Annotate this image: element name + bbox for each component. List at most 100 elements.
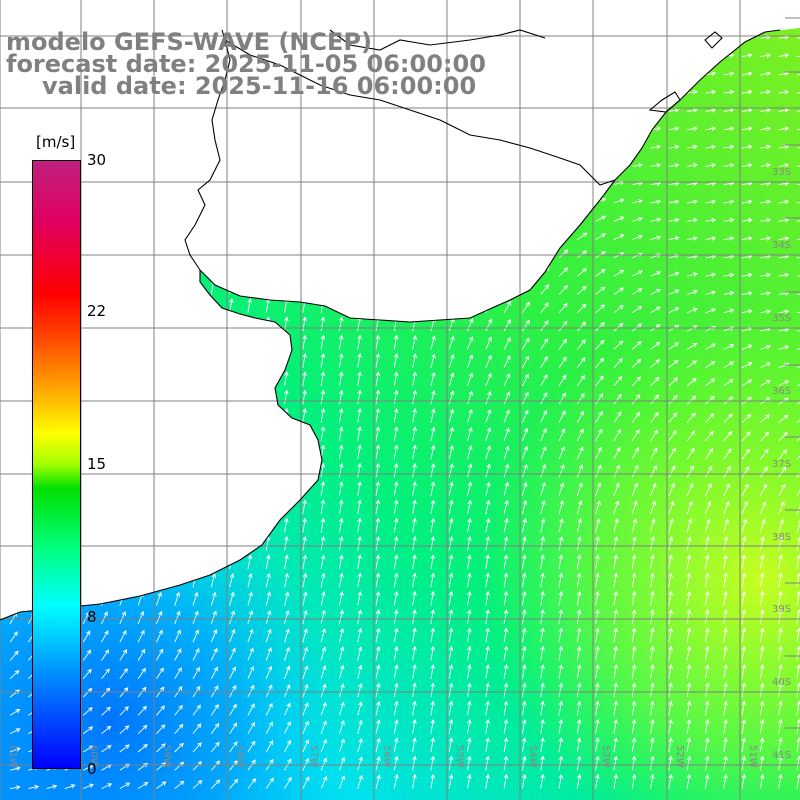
wind-arrow	[723, 500, 730, 515]
wind-arrow	[155, 371, 161, 387]
wind-arrow	[265, 115, 271, 130]
wind-arrow	[137, 481, 143, 496]
wind-arrow	[412, 133, 418, 149]
wind-arrow	[338, 462, 344, 478]
wind-arrow	[119, 782, 131, 789]
wind-arrow	[302, 407, 307, 423]
wind-arrow	[338, 720, 345, 734]
wind-arrow	[82, 611, 90, 625]
wind-arrow	[192, 666, 200, 680]
wind-arrow	[723, 572, 728, 588]
wind-arrow	[430, 152, 437, 167]
wind-arrow	[558, 338, 567, 350]
wind-arrow	[357, 261, 362, 277]
wind-arrow	[540, 664, 545, 679]
wind-arrow	[503, 627, 509, 643]
wind-arrow	[393, 169, 399, 185]
wind-arrow	[448, 208, 456, 222]
latitude-label: 39S	[772, 604, 791, 615]
wind-arrow	[137, 743, 148, 753]
wind-arrow	[155, 115, 161, 130]
wind-arrow	[503, 120, 514, 131]
wind-arrow	[759, 518, 766, 533]
wind-arrow	[540, 718, 545, 734]
wind-arrow	[540, 427, 547, 442]
wind-arrow	[284, 261, 289, 277]
colorbar-unit: [m/s]	[36, 133, 76, 151]
wind-arrow	[759, 554, 765, 570]
wind-arrow	[668, 465, 676, 478]
wind-arrow	[229, 684, 237, 698]
wind-arrow	[247, 407, 253, 423]
wind-arrow	[613, 234, 625, 241]
wind-arrow	[595, 268, 606, 277]
wind-arrow	[705, 108, 717, 113]
wind-arrow	[412, 298, 418, 313]
wind-arrow	[138, 6, 142, 20]
wind-arrow	[375, 188, 381, 204]
wind-arrow	[9, 334, 15, 350]
wind-arrow	[723, 465, 731, 478]
wind-arrow	[174, 517, 179, 533]
wind-arrow	[650, 394, 660, 405]
wind-arrow	[247, 703, 255, 716]
wind-arrow	[778, 431, 788, 442]
wind-arrow	[357, 371, 362, 387]
wind-arrow	[723, 590, 728, 606]
wind-arrow	[375, 426, 381, 441]
wind-arrow	[796, 398, 800, 405]
wind-arrow	[284, 133, 289, 149]
wind-arrow	[302, 133, 307, 149]
wind-arrow	[101, 389, 106, 405]
wind-arrow	[796, 363, 800, 369]
wind-arrow	[467, 517, 472, 533]
wind-arrow	[778, 414, 789, 423]
wind-arrow	[485, 137, 494, 149]
wind-arrow	[796, 466, 800, 478]
wind-arrow	[265, 188, 271, 204]
wind-arrow	[284, 572, 290, 588]
wind-arrow	[576, 700, 582, 716]
wind-arrow	[357, 719, 363, 734]
wind-arrow	[724, 17, 734, 21]
wind-arrow	[284, 554, 289, 570]
wind-arrow	[338, 371, 344, 387]
wind-arrow	[265, 462, 271, 478]
wind-arrow	[357, 554, 362, 570]
wind-arrow	[631, 645, 637, 661]
wind-arrow	[101, 535, 106, 551]
wind-arrow	[210, 499, 216, 515]
wind-arrow	[27, 115, 33, 130]
wind-arrow	[448, 99, 456, 112]
wind-arrow	[668, 162, 680, 168]
wind-arrow	[576, 682, 582, 698]
wind-arrow	[448, 408, 455, 423]
wind-arrow	[375, 243, 381, 258]
wind-arrow	[210, 535, 216, 551]
wind-arrow	[156, 724, 166, 735]
wind-arrow	[265, 740, 274, 753]
wind-arrow	[302, 702, 309, 716]
wind-arrow	[247, 481, 253, 496]
wind-arrow	[668, 500, 675, 515]
wind-arrow	[631, 482, 639, 496]
wind-arrow	[9, 499, 15, 515]
wind-arrow	[430, 243, 437, 259]
wind-arrow	[705, 199, 717, 205]
wind-arrow	[338, 298, 344, 313]
wind-arrow	[796, 737, 800, 753]
wind-arrow	[210, 316, 216, 332]
wind-arrow	[796, 71, 800, 77]
wind-arrow	[467, 590, 472, 606]
wind-arrow	[650, 217, 662, 223]
wind-arrow	[302, 206, 307, 222]
wind-arrow	[192, 352, 198, 368]
wind-arrow	[412, 773, 417, 789]
wind-arrow	[650, 554, 655, 570]
wind-arrow	[284, 591, 290, 606]
wind-arrow	[338, 535, 344, 551]
wind-arrow	[723, 664, 728, 679]
wind-arrow	[338, 627, 345, 643]
wind-arrow	[82, 592, 90, 606]
wind-arrow	[174, 206, 179, 222]
